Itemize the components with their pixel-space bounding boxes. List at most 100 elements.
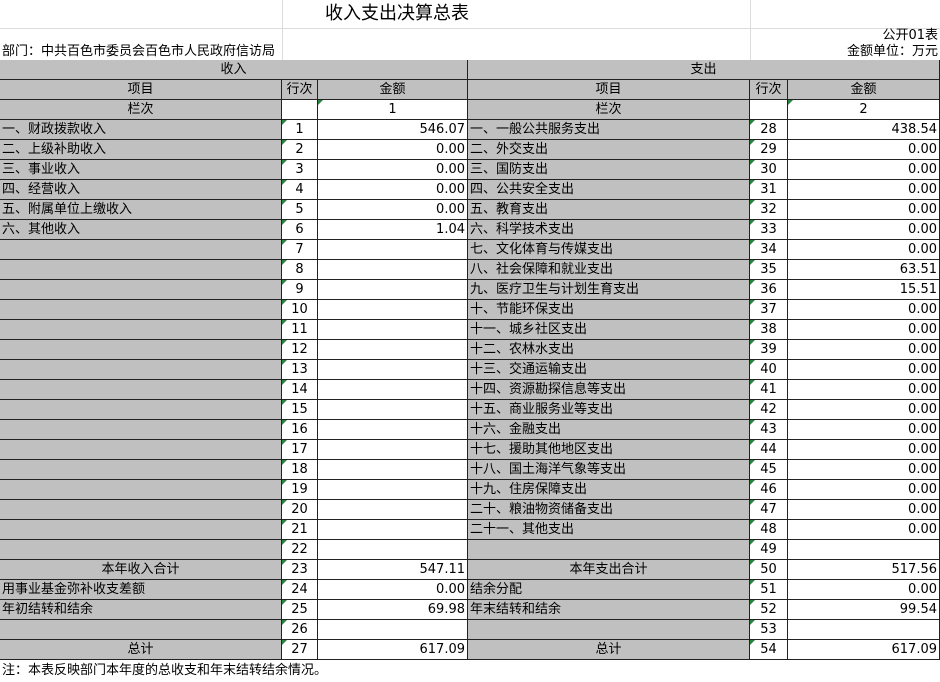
item-cell: 二十、粮油物资储备支出 (468, 500, 750, 520)
item-cell: 十三、交通运输支出 (468, 360, 750, 380)
item-cell: 十一、城乡社区支出 (468, 320, 750, 340)
item-cell: 十七、援助其他地区支出 (468, 440, 750, 460)
amount-cell: 0.00 (788, 360, 940, 380)
item-cell: 总计 (468, 640, 750, 660)
line-cell: 32 (750, 200, 788, 220)
item-cell: 二十一、其他支出 (468, 520, 750, 540)
item-cell: 九、医疗卫生与计划生育支出 (468, 280, 750, 300)
item-cell (0, 300, 282, 320)
amount-cell: 1.04 (318, 220, 468, 240)
amount-cell: 0.00 (788, 240, 940, 260)
item-cell: 二、外交支出 (468, 140, 750, 160)
item-cell (0, 400, 282, 420)
item-cell: 十九、住房保障支出 (468, 480, 750, 500)
amount-cell: 0.00 (788, 580, 940, 600)
item-cell: 五、教育支出 (468, 200, 750, 220)
line-cell: 5 (282, 200, 318, 220)
line-cell: 22 (282, 540, 318, 560)
line-cell: 7 (282, 240, 318, 260)
gridline (282, 0, 283, 60)
amount-cell: 63.51 (788, 260, 940, 280)
line-cell: 47 (750, 500, 788, 520)
item-cell (468, 540, 750, 560)
line-cell: 25 (282, 600, 318, 620)
column-header: 行次 (750, 80, 788, 100)
line-cell: 20 (282, 500, 318, 520)
amount-cell (318, 380, 468, 400)
amount-cell: 0.00 (788, 140, 940, 160)
amount-cell: 617.09 (318, 640, 468, 660)
line-cell: 8 (282, 260, 318, 280)
amount-cell: 0.00 (788, 400, 940, 420)
section-header: 收入 (0, 60, 468, 80)
item-cell: 二、上级补助收入 (0, 140, 282, 160)
amount-cell (318, 620, 468, 640)
line-cell: 52 (750, 600, 788, 620)
column-number (750, 100, 788, 120)
column-header: 行次 (282, 80, 318, 100)
line-cell: 45 (750, 460, 788, 480)
item-cell: 十五、商业服务业等支出 (468, 400, 750, 420)
line-cell: 6 (282, 220, 318, 240)
line-cell: 24 (282, 580, 318, 600)
amount-cell (318, 520, 468, 540)
item-cell: 六、科学技术支出 (468, 220, 750, 240)
department: 部门：中共百色市委员会百色市人民政府信访局 (2, 44, 276, 59)
amount-cell: 0.00 (788, 340, 940, 360)
line-cell: 3 (282, 160, 318, 180)
amount-cell: 0.00 (318, 160, 468, 180)
item-cell: 四、公共安全支出 (468, 180, 750, 200)
line-cell: 23 (282, 560, 318, 580)
line-cell: 36 (750, 280, 788, 300)
item-cell: 用事业基金弥补收支差额 (0, 580, 282, 600)
line-cell: 14 (282, 380, 318, 400)
item-cell: 五、附属单位上缴收入 (0, 200, 282, 220)
line-cell: 43 (750, 420, 788, 440)
item-cell: 年初结转和结余 (0, 600, 282, 620)
amount-cell (318, 420, 468, 440)
amount-cell (788, 620, 940, 640)
line-cell: 19 (282, 480, 318, 500)
line-cell: 39 (750, 340, 788, 360)
column-header: 项目 (468, 80, 750, 100)
column-header: 项目 (0, 80, 282, 100)
form-no: 公开01表 (882, 28, 938, 43)
amount-cell (318, 360, 468, 380)
line-cell: 10 (282, 300, 318, 320)
amount-cell: 0.00 (318, 140, 468, 160)
amount-cell: 547.11 (318, 560, 468, 580)
line-cell: 38 (750, 320, 788, 340)
item-cell (0, 340, 282, 360)
amount-cell: 0.00 (318, 200, 468, 220)
amount-cell: 0.00 (788, 180, 940, 200)
amount-cell (318, 440, 468, 460)
line-cell: 30 (750, 160, 788, 180)
column-number: 栏次 (0, 100, 282, 120)
amount-cell (318, 540, 468, 560)
line-cell: 41 (750, 380, 788, 400)
amount-cell: 0.00 (788, 460, 940, 480)
item-cell: 十二、农林水支出 (468, 340, 750, 360)
item-cell (0, 320, 282, 340)
line-cell: 42 (750, 400, 788, 420)
item-cell: 三、事业收入 (0, 160, 282, 180)
line-cell: 27 (282, 640, 318, 660)
item-cell (0, 540, 282, 560)
amount-cell (318, 320, 468, 340)
item-cell: 结余分配 (468, 580, 750, 600)
item-cell (0, 500, 282, 520)
amount-cell (318, 280, 468, 300)
amount-cell: 0.00 (788, 420, 940, 440)
amount-cell: 15.51 (788, 280, 940, 300)
line-cell: 9 (282, 280, 318, 300)
item-cell: 总计 (0, 640, 282, 660)
amount-cell: 617.09 (788, 640, 940, 660)
column-number (282, 100, 318, 120)
line-cell: 15 (282, 400, 318, 420)
line-cell: 54 (750, 640, 788, 660)
line-cell: 33 (750, 220, 788, 240)
item-cell (0, 440, 282, 460)
title: 收入支出决算总表 (325, 3, 469, 24)
line-cell: 53 (750, 620, 788, 640)
line-cell: 13 (282, 360, 318, 380)
